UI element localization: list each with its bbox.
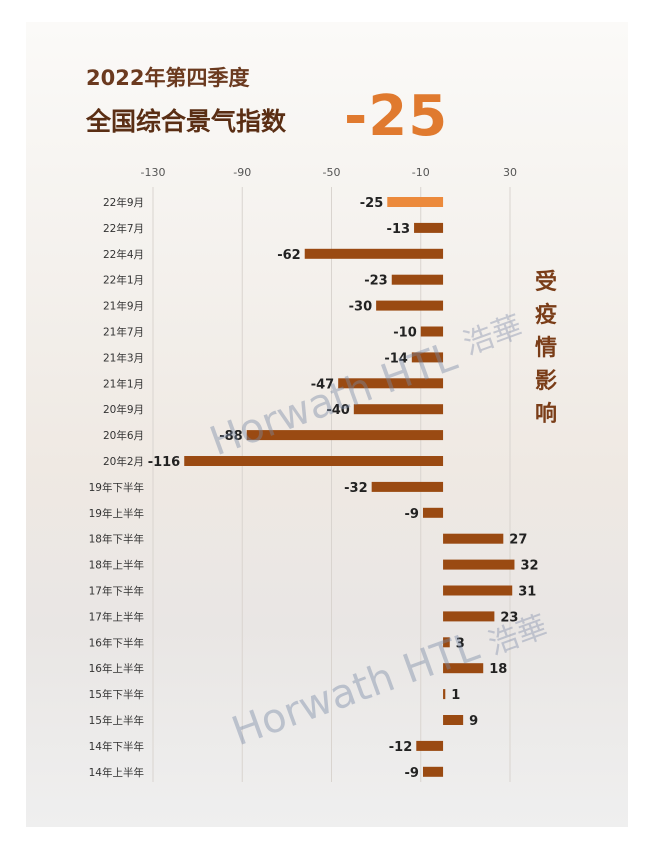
bar-19 [443, 689, 446, 700]
bar-4 [376, 300, 444, 311]
value-label-5: -10 [393, 326, 417, 341]
tick-labels: -130 -90 -50 -10 30 [141, 166, 517, 179]
category-label-21: 14年下半年 [89, 740, 144, 753]
value-label-22: -9 [405, 766, 419, 781]
title-line-1: 2022年第四季度 [86, 66, 250, 90]
bar-22 [422, 766, 444, 777]
category-label-10: 20年2月 [103, 455, 144, 468]
value-label-2: -62 [277, 248, 301, 263]
bar-13 [443, 533, 504, 544]
value-label-18: 18 [489, 662, 507, 677]
category-label-12: 19年上半年 [89, 507, 144, 520]
x-tick-label-2: -50 [323, 166, 341, 179]
value-label-21: -12 [389, 740, 413, 755]
category-label-22: 14年上半年 [89, 766, 144, 779]
value-label-10: -116 [148, 455, 181, 470]
x-tick-label-0: -130 [141, 166, 166, 179]
side-note: 受疫情影响 [534, 270, 557, 427]
bar-chart: -130 -90 -50 -10 30 22年9月 22年7月 22年4月 22年1月 21年9… [89, 166, 539, 782]
value-labels: -25-13 -62 -23 -30 -10 -14 -47 -40 -88 -116 -32 -9 2… [148, 196, 539, 781]
category-label-8: 20年9月 [103, 403, 144, 416]
x-tick-label-3: -10 [412, 166, 430, 179]
bar-7 [338, 378, 444, 389]
bar-5 [420, 326, 444, 337]
bar-6 [411, 352, 444, 363]
bars [184, 197, 515, 777]
value-label-13: 27 [509, 533, 527, 548]
bar-2 [304, 248, 444, 259]
category-labels: 22年9月 22年7月 22年4月 22年1月 21年9月 21年7月 21年3月 21年1月… [89, 196, 144, 779]
category-label-1: 22年7月 [103, 222, 144, 235]
category-label-14: 18年上半年 [89, 559, 144, 572]
category-label-15: 17年下半年 [89, 585, 144, 598]
value-label-7: -47 [311, 377, 335, 392]
category-label-18: 16年上半年 [89, 662, 144, 675]
category-label-17: 16年下半年 [89, 636, 144, 649]
x-tick-label-4: 30 [503, 166, 517, 179]
value-label-20: 9 [469, 714, 478, 729]
bar-12 [422, 507, 444, 518]
value-label-6: -14 [384, 351, 408, 366]
category-label-13: 18年下半年 [89, 533, 144, 546]
bar-0 [387, 197, 444, 207]
value-label-8: -40 [326, 403, 350, 418]
category-label-3: 22年1月 [103, 274, 144, 287]
bar-9 [246, 430, 444, 441]
bar-14 [443, 559, 515, 570]
headline-index-value: -25 [344, 84, 449, 149]
category-label-5: 21年7月 [103, 326, 144, 339]
value-label-15: 31 [518, 585, 536, 600]
value-label-14: 32 [520, 559, 538, 574]
bar-20 [443, 715, 464, 725]
bar-17 [443, 637, 450, 648]
value-label-1: -13 [387, 222, 411, 237]
x-tick-label-1: -90 [233, 166, 251, 179]
category-label-19: 15年下半年 [89, 688, 144, 701]
category-label-7: 21年1月 [103, 377, 144, 390]
bar-16 [443, 611, 495, 622]
value-label-11: -32 [344, 481, 368, 496]
value-label-12: -9 [405, 507, 419, 522]
category-label-11: 19年下半年 [89, 481, 144, 494]
value-label-16: 23 [500, 610, 518, 625]
value-label-0: -25 [360, 196, 384, 211]
infographic-card: -130 -90 -50 -10 30 22年9月 22年7月 22年4月 22年1月 21年9… [26, 22, 628, 827]
bar-10 [184, 456, 444, 466]
category-label-9: 20年6月 [103, 429, 144, 442]
bar-8 [353, 404, 444, 415]
value-label-17: 3 [456, 636, 465, 651]
category-label-0: 22年9月 [103, 196, 144, 209]
category-label-2: 22年4月 [103, 248, 144, 261]
category-label-4: 21年9月 [103, 300, 144, 313]
category-label-6: 21年3月 [103, 351, 144, 364]
grid-lines [152, 187, 511, 782]
bar-1 [414, 222, 444, 233]
value-label-4: -30 [349, 300, 373, 315]
bar-21 [416, 740, 444, 751]
category-label-16: 17年上半年 [89, 610, 144, 623]
bar-18 [443, 663, 484, 674]
value-label-3: -23 [364, 274, 388, 289]
bar-11 [371, 481, 444, 492]
value-label-19: 1 [451, 688, 460, 703]
value-label-9: -88 [219, 429, 243, 444]
title-line-2: 全国综合景气指数 [86, 107, 287, 136]
bar-15 [443, 585, 513, 596]
category-label-20: 15年上半年 [89, 714, 144, 727]
bar-3 [391, 274, 444, 285]
